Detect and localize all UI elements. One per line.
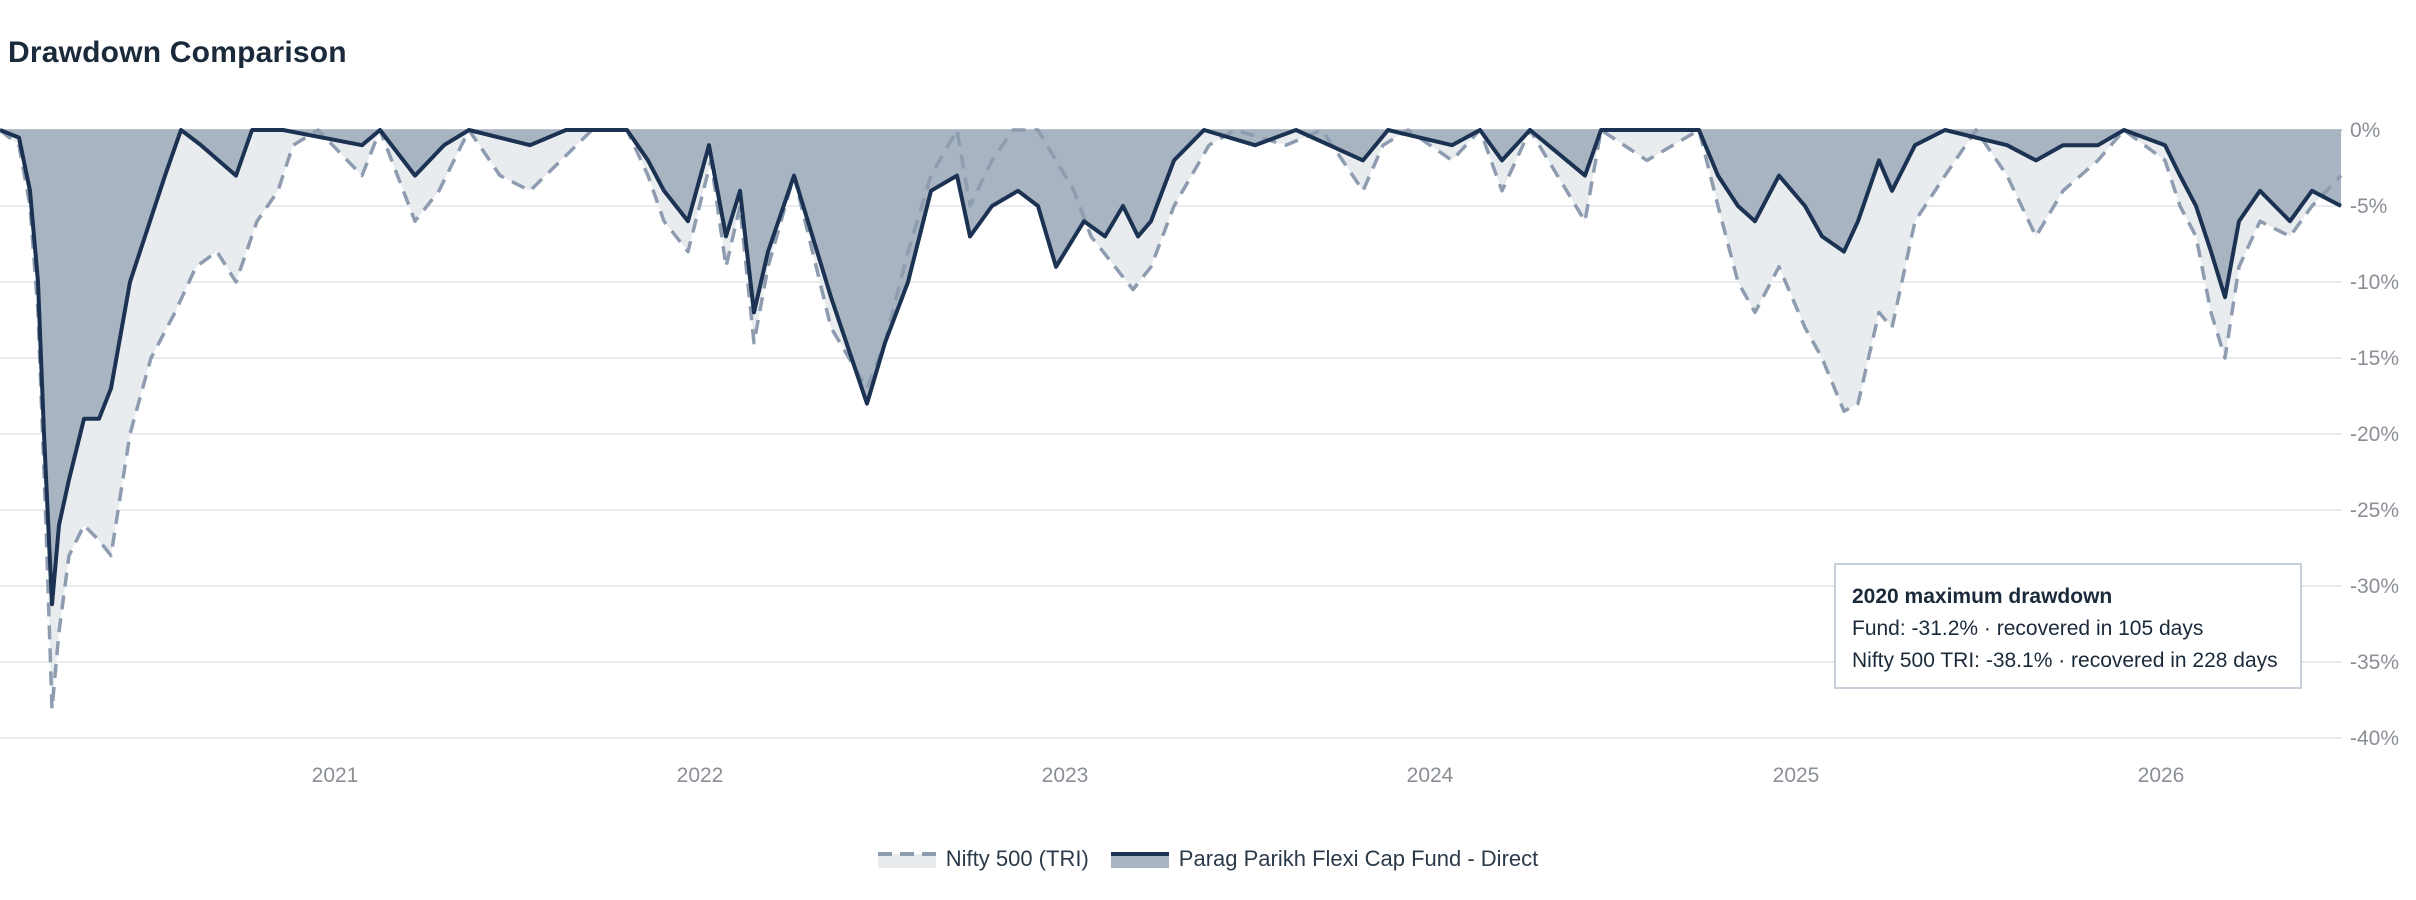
x-tick-label: 2021 (312, 764, 359, 787)
max-drawdown-annotation: 2020 maximum drawdown Fund: -31.2% · rec… (1834, 563, 2302, 689)
y-tick-label: -15% (2350, 347, 2399, 370)
fund-line (0, 128, 2342, 607)
legend-item-benchmark[interactable]: Nifty 500 (TRI) (877, 846, 1089, 872)
y-tick-label: -25% (2350, 499, 2399, 522)
line-layer (0, 128, 2343, 711)
page-title: Drawdown Comparison (8, 36, 347, 69)
annotation-benchmark-line: Nifty 500 TRI: -38.1% · recovered in 228… (1852, 649, 2278, 672)
annotation-title: 2020 maximum drawdown (1852, 585, 2113, 608)
legend-label-benchmark: Nifty 500 (TRI) (945, 846, 1089, 871)
legend: Nifty 500 (TRI) Parag Parikh Flexi Cap F… (0, 846, 2416, 872)
y-tick-label: -5% (2350, 195, 2387, 218)
y-tick-label: -40% (2350, 727, 2399, 750)
legend-swatch-solid (1110, 850, 1169, 868)
benchmark-line (0, 128, 2343, 711)
legend-item-fund[interactable]: Parag Parikh Flexi Cap Fund - Direct (1110, 846, 1539, 872)
x-tick-label: 2022 (677, 764, 724, 787)
area-layer (0, 130, 2341, 710)
x-tick-label: 2023 (1042, 764, 1089, 787)
benchmark-area (0, 130, 2341, 710)
annotation-fund-line: Fund: -31.2% · recovered in 105 days (1852, 617, 2204, 640)
y-tick-label: -30% (2350, 575, 2399, 598)
y-tick-label: -35% (2350, 651, 2399, 674)
axis-labels: 0% -5% -10% -15% -20% -25% -30% -35% -40% 2021 202… (312, 119, 2399, 787)
x-tick-label: 2026 (2138, 764, 2185, 787)
y-tick-label: -10% (2350, 271, 2399, 294)
x-tick-label: 2025 (1773, 764, 1820, 787)
y-tick-label: 0% (2350, 119, 2380, 142)
legend-swatch-dashed (877, 850, 936, 868)
legend-label-fund: Parag Parikh Flexi Cap Fund - Direct (1178, 846, 1539, 871)
y-tick-label: -20% (2350, 423, 2399, 446)
x-tick-label: 2024 (1407, 764, 1454, 787)
